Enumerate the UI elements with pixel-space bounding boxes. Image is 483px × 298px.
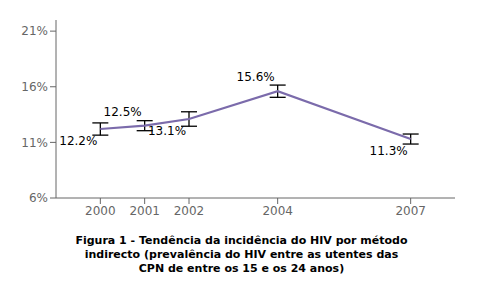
html-text:Figura 1 - Tendência da incidê: Figura 1 - Tendência da incidência do HI… — [75, 234, 408, 247]
svg-text:11.3%: 11.3% — [370, 144, 408, 158]
svg-text:2000: 2000 — [85, 204, 116, 218]
svg-text:12.2%: 12.2% — [59, 134, 97, 148]
html-text:indirecto (prevalência do HIV: indirecto (prevalência do HIV entre as u… — [84, 248, 399, 261]
svg-text:2007: 2007 — [395, 204, 426, 218]
html-text:CPN de entre os 15 e os 24 ano: CPN de entre os 15 e os 24 anos) — [138, 262, 345, 275]
svg-text:13.1%: 13.1% — [148, 124, 186, 138]
svg-text:21%: 21% — [21, 24, 48, 38]
svg-text:2001: 2001 — [129, 204, 160, 218]
svg-text:15.6%: 15.6% — [237, 70, 275, 84]
svg-text:2004: 2004 — [262, 204, 293, 218]
svg-text:12.5%: 12.5% — [104, 105, 142, 119]
svg-text:16%: 16% — [21, 80, 48, 94]
svg-text:11%: 11% — [21, 136, 48, 150]
svg-text:6%: 6% — [29, 191, 48, 205]
svg-text:2002: 2002 — [174, 204, 205, 218]
